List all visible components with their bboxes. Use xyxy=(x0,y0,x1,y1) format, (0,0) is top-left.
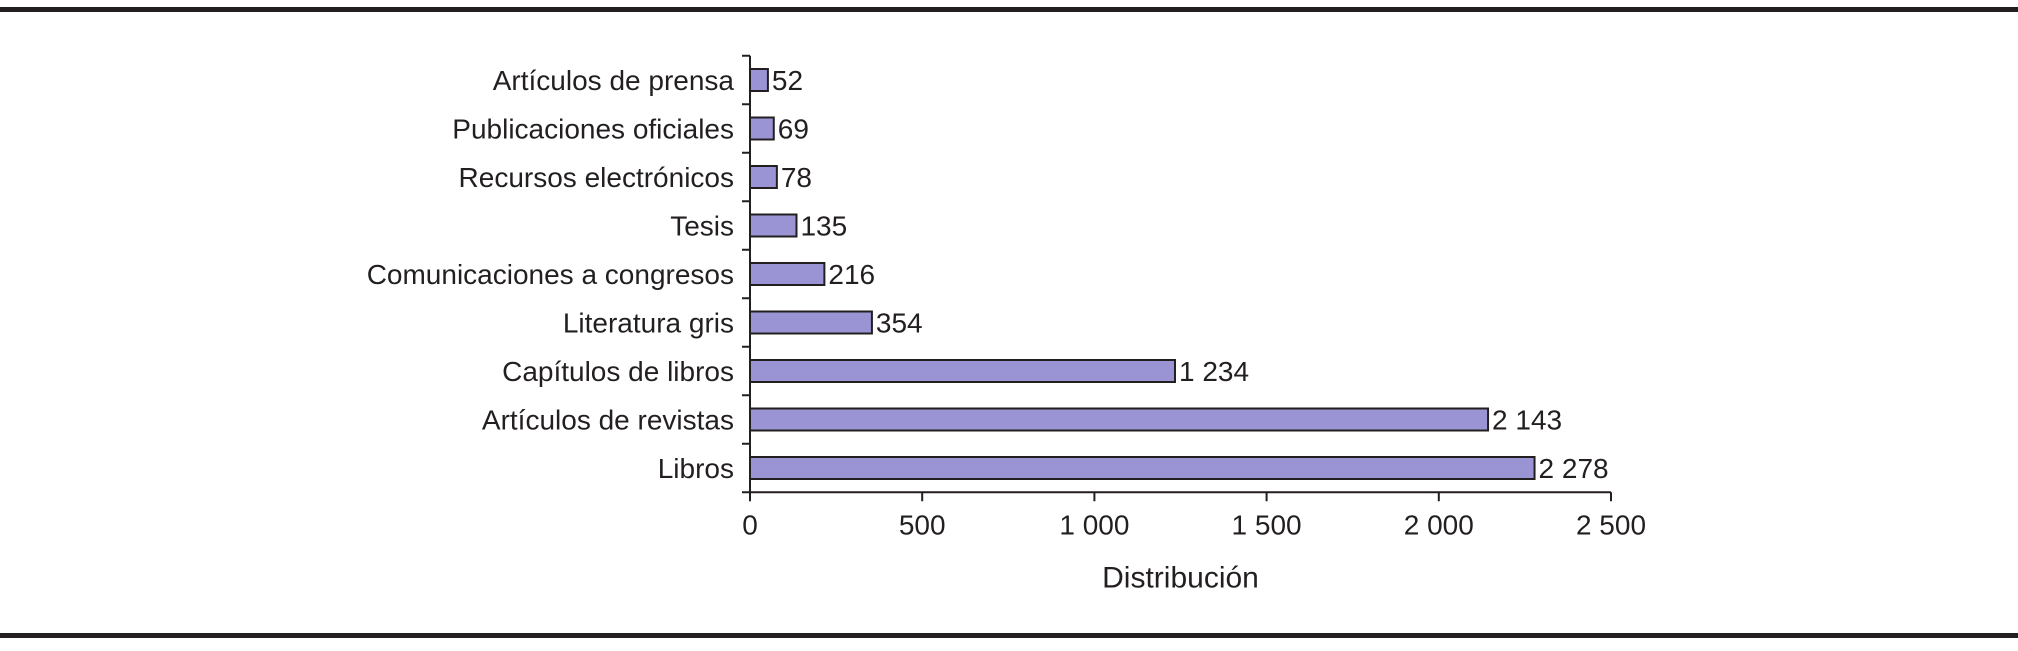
value-label-0: 52 xyxy=(772,65,803,96)
bar-6 xyxy=(749,359,1176,383)
bars xyxy=(749,68,1536,480)
top-rule xyxy=(0,7,2018,12)
value-label-7: 2 143 xyxy=(1492,405,1562,436)
value-label-2: 78 xyxy=(781,162,812,193)
category-label-1: Publicaciones oficiales xyxy=(452,114,734,145)
bar-3 xyxy=(749,213,798,238)
x-tick-label-5: 2 500 xyxy=(1576,509,1646,540)
value-label-3: 135 xyxy=(800,211,847,242)
category-label-4: Comunicaciones a congresos xyxy=(367,259,734,290)
category-label-6: Capítulos de libros xyxy=(502,356,734,387)
x-axis-title: Distribución xyxy=(1102,561,1259,594)
x-tick-label-4: 2 000 xyxy=(1404,509,1474,540)
bar-7 xyxy=(749,407,1490,432)
category-label-8: Libros xyxy=(658,453,734,484)
x-tick-label-1: 500 xyxy=(899,509,946,540)
category-label-7: Artículos de revistas xyxy=(482,405,734,436)
value-label-6: 1 234 xyxy=(1179,356,1249,387)
bar-1 xyxy=(749,116,775,141)
bar-2 xyxy=(749,165,778,189)
bar-4 xyxy=(749,262,826,286)
axes xyxy=(742,54,1612,502)
x-tick-labels: 0 500 1 000 1 500 2 000 2 500 xyxy=(742,509,1646,540)
category-label-5: Literatura gris xyxy=(563,308,734,339)
category-label-3: Tesis xyxy=(670,211,734,242)
value-label-5: 354 xyxy=(876,308,923,339)
category-label-0: Artículos de prensa xyxy=(493,65,735,96)
bar-0 xyxy=(749,68,769,92)
value-label-8: 2 278 xyxy=(1539,453,1609,484)
category-labels: Artículos de prensa Publicaciones oficial… xyxy=(367,65,735,484)
x-tick-label-3: 1 500 xyxy=(1232,509,1302,540)
bar-8 xyxy=(749,456,1536,480)
value-label-1: 69 xyxy=(778,114,809,145)
category-label-2: Recursos electrónicos xyxy=(459,162,734,193)
bar-5 xyxy=(749,310,873,335)
bottom-rule xyxy=(0,633,2018,638)
value-label-4: 216 xyxy=(828,259,875,290)
x-tick-label-0: 0 xyxy=(742,509,758,540)
x-tick-label-2: 1 000 xyxy=(1059,509,1129,540)
